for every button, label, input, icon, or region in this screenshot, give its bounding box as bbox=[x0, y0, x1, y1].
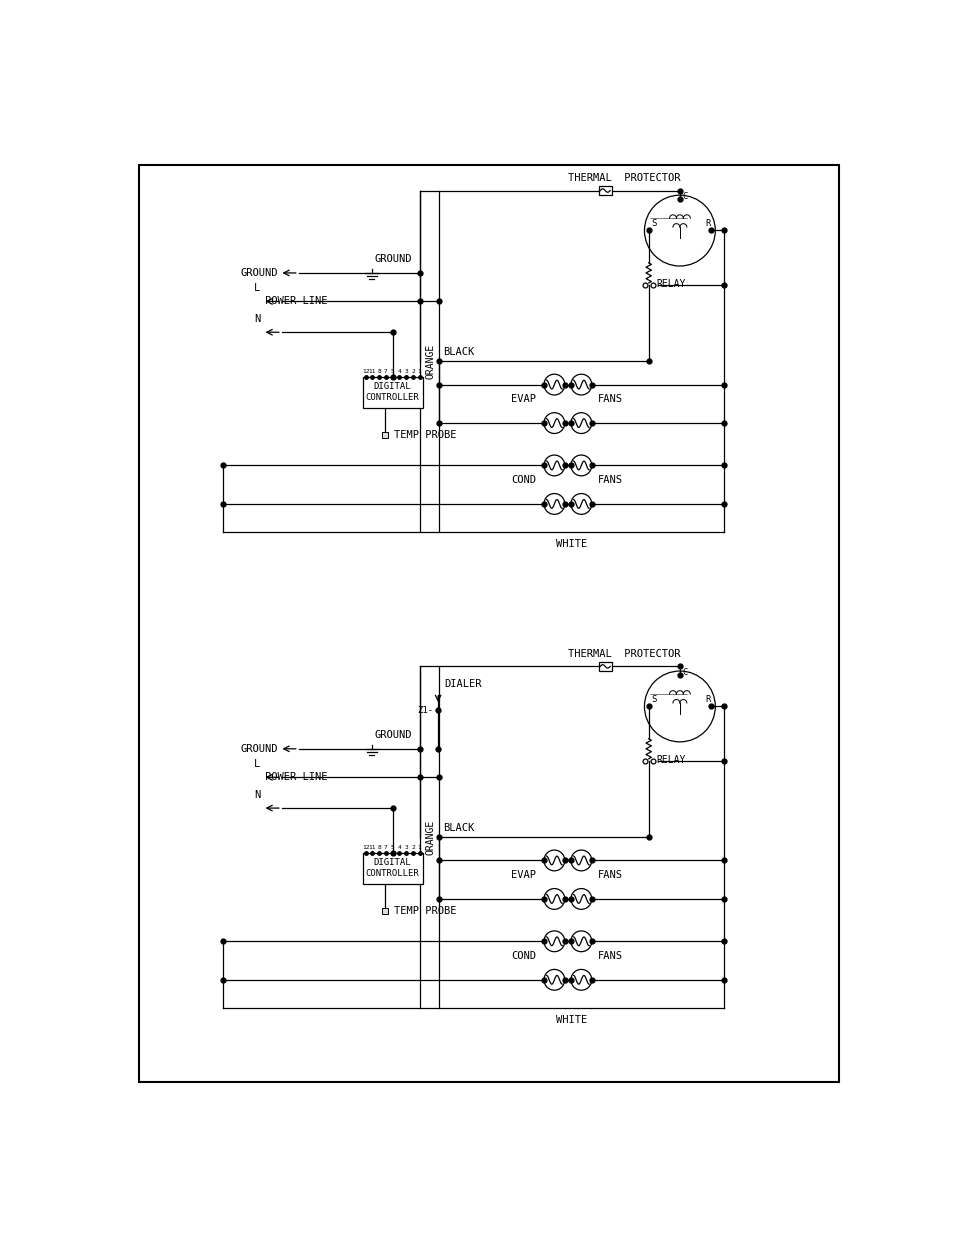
Text: C: C bbox=[681, 193, 687, 201]
Text: POWER LINE: POWER LINE bbox=[265, 296, 327, 306]
Text: COND: COND bbox=[511, 475, 536, 485]
Text: 11: 11 bbox=[368, 845, 375, 850]
Text: 11: 11 bbox=[368, 369, 375, 374]
Text: 5: 5 bbox=[391, 369, 395, 374]
Text: POWER LINE: POWER LINE bbox=[265, 772, 327, 782]
Bar bbox=[381, 908, 388, 914]
Text: RELAY: RELAY bbox=[656, 279, 685, 289]
Text: N: N bbox=[253, 790, 260, 800]
Text: TEMP PROBE: TEMP PROBE bbox=[394, 431, 456, 441]
Text: THERMAL  PROTECTOR: THERMAL PROTECTOR bbox=[568, 173, 680, 183]
Text: GROUND: GROUND bbox=[240, 743, 277, 753]
Text: 2: 2 bbox=[411, 845, 415, 850]
Text: FANS: FANS bbox=[598, 871, 622, 881]
Text: GROUND: GROUND bbox=[375, 253, 412, 264]
Text: THERMAL  PROTECTOR: THERMAL PROTECTOR bbox=[568, 648, 680, 658]
Bar bbox=[362, 852, 422, 883]
Text: 8: 8 bbox=[377, 369, 380, 374]
Text: Z1-: Z1- bbox=[416, 705, 433, 715]
Text: 3: 3 bbox=[404, 845, 408, 850]
Text: C: C bbox=[681, 668, 687, 677]
Text: BLACK: BLACK bbox=[442, 823, 474, 834]
Text: 7: 7 bbox=[384, 369, 388, 374]
Text: EVAP: EVAP bbox=[511, 394, 536, 404]
Text: R: R bbox=[704, 220, 710, 228]
Text: 1: 1 bbox=[417, 845, 421, 850]
Text: CONTROLLER: CONTROLLER bbox=[365, 393, 419, 403]
Text: 4: 4 bbox=[397, 845, 401, 850]
Text: N: N bbox=[253, 314, 260, 324]
Bar bbox=[598, 186, 611, 195]
Text: 2: 2 bbox=[411, 369, 415, 374]
Text: S: S bbox=[651, 220, 657, 228]
Text: 1: 1 bbox=[417, 369, 421, 374]
Text: 12: 12 bbox=[361, 369, 369, 374]
Text: FANS: FANS bbox=[598, 394, 622, 404]
Text: 5: 5 bbox=[391, 845, 395, 850]
Text: RELAY: RELAY bbox=[656, 755, 685, 764]
Text: L: L bbox=[253, 760, 260, 769]
Text: TEMP PROBE: TEMP PROBE bbox=[394, 906, 456, 916]
Text: CONTROLLER: CONTROLLER bbox=[365, 869, 419, 878]
Text: ORANGE: ORANGE bbox=[425, 343, 435, 379]
Text: 4: 4 bbox=[397, 369, 401, 374]
Text: WHITE: WHITE bbox=[556, 1015, 587, 1025]
Text: DIGITAL: DIGITAL bbox=[374, 858, 411, 867]
Text: R: R bbox=[704, 695, 710, 704]
Bar bbox=[362, 377, 422, 408]
Text: S: S bbox=[651, 695, 657, 704]
Text: BLACK: BLACK bbox=[442, 347, 474, 357]
Text: 3: 3 bbox=[404, 369, 408, 374]
Bar bbox=[598, 662, 611, 671]
Text: FANS: FANS bbox=[598, 951, 622, 961]
Text: DIALER: DIALER bbox=[444, 679, 481, 689]
Text: GROUND: GROUND bbox=[375, 730, 412, 740]
Text: COND: COND bbox=[511, 951, 536, 961]
Text: 8: 8 bbox=[377, 845, 380, 850]
Text: L: L bbox=[253, 283, 260, 294]
Text: 12: 12 bbox=[361, 845, 369, 850]
Text: EVAP: EVAP bbox=[511, 871, 536, 881]
Text: 7: 7 bbox=[384, 845, 388, 850]
Text: WHITE: WHITE bbox=[556, 540, 587, 550]
Text: FANS: FANS bbox=[598, 475, 622, 485]
Text: ORANGE: ORANGE bbox=[425, 820, 435, 855]
Text: GROUND: GROUND bbox=[240, 268, 277, 278]
Text: DIGITAL: DIGITAL bbox=[374, 383, 411, 391]
Bar bbox=[381, 432, 388, 438]
